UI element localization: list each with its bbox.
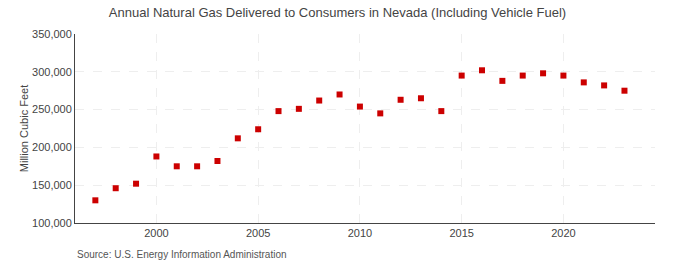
- svg-text:Source: U.S. Energy Informatio: Source: U.S. Energy Information Administ…: [77, 249, 287, 260]
- svg-text:2000: 2000: [144, 227, 168, 239]
- svg-text:2020: 2020: [551, 227, 575, 239]
- svg-text:Annual Natural Gas Delivered t: Annual Natural Gas Delivered to Consumer…: [109, 5, 566, 20]
- svg-text:150,000: 150,000: [32, 179, 72, 191]
- svg-text:250,000: 250,000: [32, 103, 72, 115]
- svg-text:Million Cubic Feet: Million Cubic Feet: [18, 85, 30, 172]
- svg-text:300,000: 300,000: [32, 66, 72, 78]
- svg-text:2015: 2015: [449, 227, 473, 239]
- svg-text:2010: 2010: [348, 227, 372, 239]
- svg-text:200,000: 200,000: [32, 141, 72, 153]
- svg-text:100,000: 100,000: [32, 217, 72, 229]
- svg-text:350,000: 350,000: [32, 28, 72, 40]
- svg-text:2005: 2005: [246, 227, 270, 239]
